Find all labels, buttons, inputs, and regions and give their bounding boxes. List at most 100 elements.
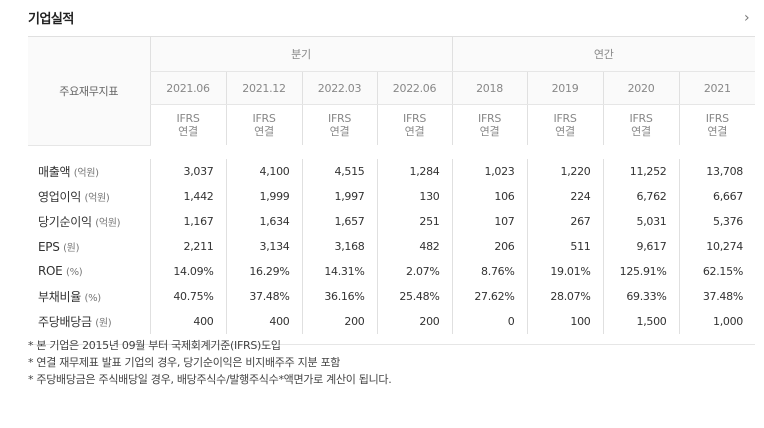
table-cell: 11,252: [602, 158, 679, 184]
standard-label: IFRS: [705, 112, 729, 125]
table-cell: 13,708: [678, 158, 755, 184]
table-cell: 1,999: [225, 183, 302, 209]
consolidation-label: 연결: [254, 125, 274, 138]
row-label: ROE (%): [28, 259, 150, 284]
metric-name: ROE: [38, 264, 63, 278]
standard-header: IFRS 연결: [225, 104, 302, 145]
table-row: 주당배당금 (원) 400 400 200 200 0 100 1,500 1,000: [28, 308, 755, 334]
table-cell: 14.31%: [301, 258, 377, 284]
table-row: 당기순이익 (억원) 1,167 1,634 1,657 251 107 267 5,031 5…: [28, 208, 755, 234]
table-cell: 100: [526, 308, 603, 334]
table-cell: 5,031: [602, 208, 679, 234]
table-cell: 36.16%: [301, 283, 377, 309]
table-cell: 4,515: [301, 158, 377, 184]
group-header-annual: 연간: [451, 36, 755, 72]
row-label: 주당배당금 (원): [28, 309, 150, 334]
standard-header: IFRS 연결: [602, 104, 679, 145]
consolidation-label: 연결: [479, 125, 500, 138]
metric-unit: (억원): [84, 192, 110, 204]
metric-name: EPS: [38, 239, 60, 254]
table-row: EPS (원) 2,211 3,134 3,168 482 206 511 9,617 10,2…: [28, 233, 755, 259]
table-row: ROE (%) 14.09% 16.29% 14.31% 2.07% 8.76% 19.01…: [28, 258, 755, 284]
period-header: 2018: [451, 71, 527, 105]
metric-unit: (억원): [73, 167, 99, 179]
period-header: 2019: [526, 71, 603, 105]
standard-label: IFRS: [478, 112, 501, 125]
table-cell: 2,211: [149, 233, 226, 259]
table-cell: 10,274: [678, 233, 755, 259]
table-cell: 19.01%: [526, 258, 603, 284]
table-cell: 16.29%: [225, 258, 302, 284]
chevron-right-icon[interactable]: ›: [744, 10, 750, 26]
standard-label: IFRS: [176, 112, 200, 125]
table-cell: 40.75%: [149, 283, 226, 309]
period-header: 2022.03: [301, 71, 377, 105]
metric-name: 매출액: [38, 164, 71, 179]
section-title: 기업실적: [28, 12, 74, 27]
consolidation-label: 연결: [404, 125, 425, 138]
row-label: 당기순이익 (억원): [28, 209, 150, 234]
standard-header: IFRS 연결: [149, 104, 226, 145]
table-cell: 200: [376, 308, 452, 334]
table-cell: 1,000: [678, 308, 755, 334]
table-cell: 3,168: [301, 233, 377, 259]
table-cell: 224: [526, 183, 603, 209]
period-header: 2021.06: [149, 71, 226, 105]
metric-name: 주당배당금: [38, 314, 92, 329]
group-header-quarterly: 분기: [149, 36, 452, 72]
standard-header: IFRS 연결: [678, 104, 755, 145]
standard-header: IFRS 연결: [451, 104, 527, 145]
period-header: 2022.06: [376, 71, 452, 105]
table-cell: 1,442: [149, 183, 226, 209]
table-cell: 37.48%: [678, 283, 755, 309]
consolidation-label: 연결: [707, 125, 728, 138]
table-cell: 130: [376, 183, 452, 209]
metric-unit: (%): [65, 267, 83, 278]
table-cell: 1,634: [225, 208, 302, 234]
table-cell: 2.07%: [376, 258, 452, 284]
table-row: 부채비율 (%) 40.75% 37.48% 36.16% 25.48% 27.62% 28…: [28, 283, 755, 309]
footnote: * 본 기업은 2015년 09월 부터 국제회계기준(IFRS)도입: [28, 339, 281, 352]
table-cell: 62.15%: [678, 258, 755, 284]
table-cell: 125.91%: [602, 258, 679, 284]
metric-name: 당기순이익: [38, 214, 92, 229]
consolidation-label: 연결: [631, 125, 651, 138]
table-cell: 267: [526, 208, 603, 234]
standard-label: IFRS: [403, 112, 426, 125]
table-cell: 511: [526, 233, 603, 259]
metric-unit: (원): [63, 242, 80, 254]
financial-table: 주요재무지표 분기 연간 2021.06 2021.12 2022.03 2022.0…: [28, 36, 755, 345]
footnotes: * 본 기업은 2015년 09월 부터 국제회계기준(IFRS)도입 * 연결…: [28, 337, 392, 388]
table-cell: 6,762: [602, 183, 679, 209]
table-cell: 200: [301, 308, 377, 334]
row-label: 영업이익 (억원): [28, 184, 150, 209]
row-label: 부채비율 (%): [28, 284, 150, 309]
table-cell: 3,037: [149, 158, 226, 184]
table-cell: 8.76%: [451, 258, 527, 284]
table-cell: 107: [451, 208, 527, 234]
table-cell: 400: [225, 308, 302, 334]
standard-label: IFRS: [328, 112, 351, 125]
standard-label: IFRS: [553, 112, 577, 125]
table-cell: 0: [451, 308, 527, 334]
consolidation-label: 연결: [329, 125, 350, 138]
consolidation-label: 연결: [178, 125, 198, 138]
metric-unit: (원): [95, 317, 112, 329]
table-cell: 400: [149, 308, 226, 334]
table-cell: 106: [451, 183, 527, 209]
table-cell: 1,284: [376, 158, 452, 184]
table-cell: 1,167: [149, 208, 226, 234]
standard-header: IFRS 연결: [301, 104, 377, 145]
table-cell: 206: [451, 233, 527, 259]
table-cell: 1,657: [301, 208, 377, 234]
consolidation-label: 연결: [555, 125, 575, 138]
table-cell: 9,617: [602, 233, 679, 259]
table-cell: 25.48%: [376, 283, 452, 309]
table-row: 영업이익 (억원) 1,442 1,999 1,997 130 106 224 6,762 6,…: [28, 183, 755, 209]
row-label: 매출액 (억원): [28, 159, 150, 184]
period-header: 2020: [602, 71, 679, 105]
table-cell: 5,376: [678, 208, 755, 234]
table-cell: 3,134: [225, 233, 302, 259]
standard-header: IFRS 연결: [526, 104, 603, 145]
table-cell: 28.07%: [526, 283, 603, 309]
